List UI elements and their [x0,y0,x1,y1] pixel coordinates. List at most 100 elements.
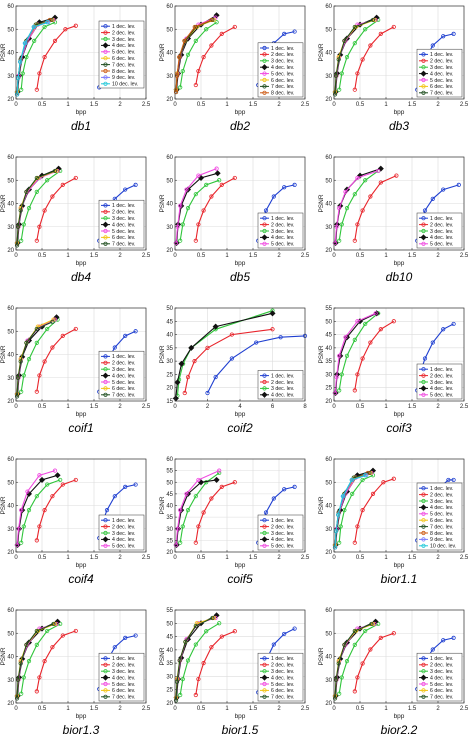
series-2 [352,631,396,694]
data-point [352,24,357,30]
legend-marker [103,228,108,234]
y-axis-label: PSNR [318,496,325,514]
y-axis-label: PSNR [318,345,325,363]
series-line [36,479,76,541]
data-point [14,394,20,399]
data-point [217,470,222,476]
legend-marker [421,662,426,667]
legend-marker [262,216,267,221]
data-point [32,38,37,43]
series-7 [14,168,58,248]
data-point [73,326,78,332]
series-line [175,168,217,244]
legend-label: 4 dec. lev. [112,537,135,543]
legend-marker [103,662,108,667]
data-point [37,524,42,529]
data-point [232,480,237,485]
legend-marker [103,694,108,699]
legend-label: 5 dec. lev. [112,682,135,688]
data-point [185,374,191,380]
x-tick-label: 0 [14,404,18,410]
x-tick-label: 2 [118,102,122,108]
x-axis-label: bpp [235,562,246,569]
x-tick-label: 2.5 [301,102,310,108]
y-tick-label: 20 [325,399,332,405]
data-point [229,356,234,361]
legend-marker [103,669,108,674]
y-tick-label: 20 [7,97,14,103]
x-tick-label: 1 [225,102,229,108]
data-point [344,206,350,211]
series-line [354,175,397,241]
data-point [381,480,386,485]
x-tick-label: 2 [118,706,122,712]
y-axis-label: PSNR [318,194,325,212]
legend-marker [421,216,426,221]
data-point [193,692,198,698]
legend-marker [102,42,109,49]
data-point [352,689,357,694]
y-tick-label: 60 [325,608,332,614]
legend-marker [421,65,426,70]
y-tick-label: 20 [7,248,14,254]
data-point [196,477,201,483]
subplot-caption: db3 [389,119,409,133]
y-tick-label: 15 [166,399,173,405]
x-tick-label: 2 [277,102,281,108]
legend-label: 7 dec. lev. [430,91,453,97]
data-point [60,482,65,487]
data-point [217,621,222,626]
data-point [263,510,269,515]
series-line [338,19,379,90]
legend-label: 10 dec. lev. [430,544,456,550]
legend-marker [103,216,108,221]
data-point [184,491,189,496]
data-point [360,208,365,213]
data-point [193,494,198,499]
x-tick-label: 0.5 [38,404,47,410]
y-tick-label: 50 [325,319,332,325]
data-point [292,484,297,489]
data-point [26,357,32,362]
data-point [217,178,222,183]
y-tick-label: 45 [325,333,332,339]
data-point [373,311,378,316]
series-line [20,319,58,392]
data-point [123,187,128,192]
y-tick-label: 60 [7,4,14,10]
x-tick-label: 2 [436,555,440,561]
data-point [133,633,138,638]
y-tick-label: 40 [166,51,173,57]
x-tick-label: 0 [173,253,177,259]
data-point [213,476,220,483]
data-point [441,327,446,332]
legend-marker [421,537,426,542]
data-point [34,326,39,332]
x-tick-label: 2 [118,253,122,259]
data-point [182,38,187,43]
legend: 1 dec. lev.2 dec. lev.3 dec. lev.4 dec. … [98,514,145,551]
legend-marker [262,543,267,548]
data-point [391,476,396,481]
legend-label: 1 dec. lev. [112,354,135,360]
legend-marker [421,681,426,687]
series-line [338,170,379,241]
subplot-caption: coif2 [227,421,253,435]
data-point [185,658,191,663]
legend-marker [262,84,267,89]
data-point [368,340,373,345]
series-3 [19,621,63,696]
x-tick-label: 0.5 [38,706,47,712]
y-tick-label: 30 [325,527,332,533]
series-8 [173,17,214,95]
series-line [195,630,236,696]
legend-label: 1 dec. lev. [430,367,453,373]
legend-label: 4 dec. lev. [112,675,135,681]
data-point [332,696,338,701]
data-point [204,629,209,634]
data-point [441,34,446,39]
subplot-caption: db2 [230,119,250,133]
legend-label: 5 dec. lev. [430,242,453,248]
y-tick-label: 40 [7,353,14,359]
series-3 [337,311,381,393]
